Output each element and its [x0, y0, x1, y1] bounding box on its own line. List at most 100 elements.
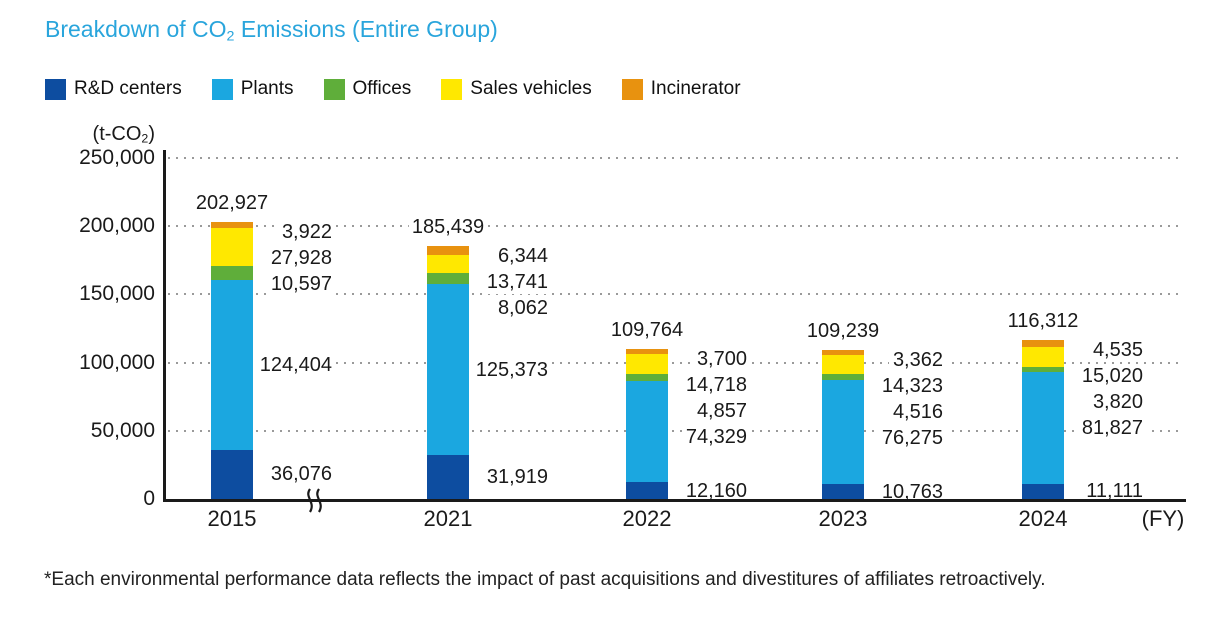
legend-label: Offices — [352, 78, 412, 99]
legend-swatch-icon — [211, 78, 233, 100]
legend-item: R&D centers — [45, 78, 182, 100]
bar-total-label: 109,239 — [803, 319, 883, 343]
segment-value-label: 3,362 — [888, 347, 947, 372]
bar-total-label: 202,927 — [192, 192, 272, 216]
bar-segment-r-d-centers — [211, 449, 253, 499]
y-axis-unit-text-suffix: ) — [148, 123, 155, 145]
y-tick-label: 200,000 — [79, 214, 155, 238]
x-tick-label: 2021 — [423, 506, 473, 531]
page-title-text: Breakdown of CO — [45, 16, 227, 42]
segment-value-label: 27,928 — [266, 246, 336, 271]
y-tick-label: 100,000 — [79, 350, 155, 374]
bar-segment-plants — [822, 380, 864, 485]
bar-segment-r-d-centers — [822, 484, 864, 499]
segment-value-label: 36,076 — [266, 462, 336, 487]
legend-label: Incinerator — [650, 78, 741, 99]
segment-value-label: 3,700 — [692, 347, 751, 372]
grid-line — [168, 225, 1180, 228]
segment-value-label: 3,820 — [1088, 390, 1147, 415]
bar-segment-sales-vehicles — [211, 227, 253, 266]
bar-segment-incinerator — [626, 349, 668, 355]
segment-value-label: 4,857 — [692, 399, 751, 424]
y-tick-label: 50,000 — [90, 418, 155, 442]
bar-segment-plants — [427, 284, 469, 456]
page-title-subscript: 2 — [226, 28, 235, 45]
segment-value-label: 8,062 — [493, 296, 552, 321]
segment-value-label: 74,329 — [681, 425, 751, 450]
bar-segment-sales-vehicles — [1022, 346, 1064, 368]
x-tick-label: 2023 — [818, 506, 868, 531]
segment-value-label: 12,160 — [681, 478, 751, 503]
bar-segment-incinerator — [822, 349, 864, 355]
y-axis-unit-label: (t-CO2) — [93, 123, 155, 146]
bar-total-label: 116,312 — [1004, 310, 1082, 334]
x-tick-label: 2022 — [622, 506, 672, 531]
y-tick-label: 250,000 — [79, 146, 155, 169]
bar-segment-offices — [211, 265, 253, 281]
footnote: *Each environmental performance data ref… — [44, 569, 1046, 590]
bar-segment-plants — [1022, 372, 1064, 484]
bar-segment-incinerator — [427, 246, 469, 255]
segment-value-label: 124,404 — [255, 352, 336, 377]
bar-segment-incinerator — [1022, 340, 1064, 347]
bar-segment-r-d-centers — [427, 455, 469, 499]
grid-line — [168, 361, 1180, 364]
bar-segment-plants — [626, 381, 668, 483]
legend-swatch-icon — [441, 78, 463, 100]
x-tick-label: 2024 — [1018, 506, 1068, 531]
y-tick-label: 0 — [143, 487, 155, 510]
axis-break-icon — [300, 487, 334, 520]
segment-value-label: 76,275 — [877, 425, 947, 450]
bar-segment-sales-vehicles — [427, 254, 469, 274]
y-axis-unit-subscript: 2 — [141, 131, 149, 146]
segment-value-label: 10,597 — [266, 272, 336, 297]
legend-swatch-icon — [323, 78, 345, 100]
x-tick-label: 2015 — [207, 506, 257, 531]
grid-line — [168, 293, 1180, 296]
grid-line — [168, 429, 1180, 432]
legend-label: Plants — [240, 78, 294, 99]
segment-value-label: 6,344 — [493, 244, 552, 269]
legend-label: Sales vehicles — [470, 78, 592, 99]
legend-item: Incinerator — [621, 78, 741, 100]
segment-value-label: 13,741 — [482, 270, 552, 295]
segment-value-label: 81,827 — [1077, 416, 1147, 441]
segment-value-label: 4,535 — [1088, 338, 1147, 363]
legend-label: R&D centers — [74, 78, 182, 99]
bar-segment-offices — [427, 273, 469, 285]
legend-item: Sales vehicles — [441, 78, 592, 100]
legend-swatch-icon — [621, 78, 643, 100]
bar-segment-sales-vehicles — [822, 354, 864, 375]
segment-value-label: 125,373 — [471, 357, 552, 382]
bar-total-label: 109,764 — [607, 319, 687, 343]
y-tick-label: 150,000 — [79, 282, 155, 306]
x-axis-line — [163, 499, 1186, 502]
bar-segment-r-d-centers — [1022, 483, 1064, 499]
segment-value-label: 15,020 — [1077, 364, 1147, 389]
segment-value-label: 31,919 — [482, 465, 552, 490]
segment-value-label: 4,516 — [888, 399, 947, 424]
bar-segment-sales-vehicles — [626, 354, 668, 375]
bar-segment-offices — [1022, 367, 1064, 373]
legend-item: Plants — [211, 78, 294, 100]
bar-segment-offices — [822, 374, 864, 381]
x-axis-unit-label: (FY) — [1141, 506, 1185, 531]
grid-line — [168, 157, 1180, 159]
page-title-text-suffix: Emissions (Entire Group) — [234, 16, 498, 42]
segment-value-label: 3,922 — [277, 220, 336, 245]
y-axis-unit-text: (t-CO — [92, 123, 142, 145]
bar-segment-r-d-centers — [626, 482, 668, 499]
legend-swatch-icon — [45, 78, 66, 100]
segment-value-label: 14,718 — [681, 373, 751, 398]
legend-item: Offices — [323, 78, 412, 100]
segment-value-label: 14,323 — [877, 373, 947, 398]
chart-legend: R&D centers Plants Offices Sales vehicles In… — [45, 78, 741, 100]
bar-total-label: 185,439 — [408, 216, 488, 240]
page-title: Breakdown of CO2 Emissions (Entire Group… — [45, 16, 498, 45]
bar-segment-offices — [626, 374, 668, 381]
y-axis-line — [163, 150, 166, 502]
bar-segment-incinerator — [211, 222, 253, 228]
bar-segment-plants — [211, 280, 253, 450]
